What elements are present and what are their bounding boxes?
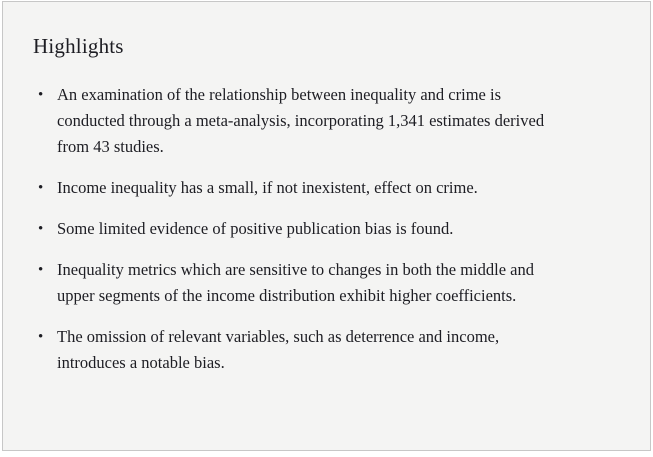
highlight-item-text: An examination of the relationship betwe… xyxy=(57,85,545,156)
bullet-icon: • xyxy=(38,262,44,278)
highlight-item: • Income inequality has a small, if not … xyxy=(38,175,550,201)
highlight-item: • Some limited evidence of positive publ… xyxy=(38,216,550,242)
highlights-list: • An examination of the relationship bet… xyxy=(33,82,550,376)
bullet-icon: • xyxy=(38,221,44,237)
bullet-icon: • xyxy=(38,87,44,103)
bullet-icon: • xyxy=(38,180,44,196)
highlight-item-text: Some limited evidence of positive public… xyxy=(57,219,454,238)
highlight-item: • The omission of relevant variables, su… xyxy=(38,324,550,376)
highlights-title: Highlights xyxy=(33,34,124,58)
highlights-panel: Highlights • An examination of the relat… xyxy=(2,1,651,451)
highlight-item-text: Inequality metrics which are sensitive t… xyxy=(57,260,534,305)
bullet-icon: • xyxy=(38,329,44,345)
highlight-item-text: Income inequality has a small, if not in… xyxy=(57,178,478,197)
highlight-item: • Inequality metrics which are sensitive… xyxy=(38,257,550,309)
highlight-item: • An examination of the relationship bet… xyxy=(38,82,550,160)
highlight-item-text: The omission of relevant variables, such… xyxy=(57,327,500,372)
